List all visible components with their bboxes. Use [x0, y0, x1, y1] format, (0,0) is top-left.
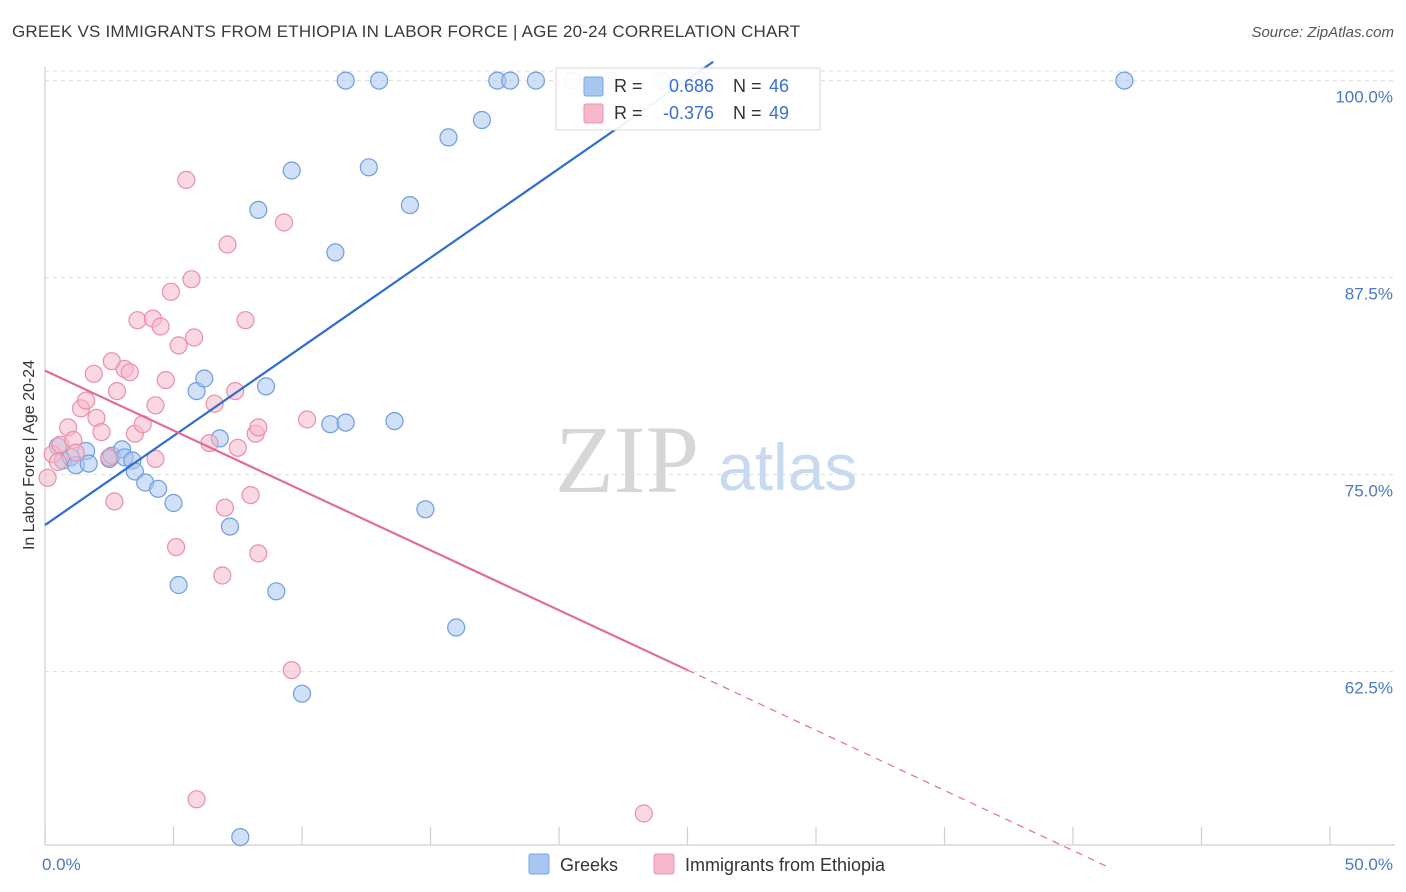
watermark: ZIP atlas — [555, 406, 857, 513]
ethiopia-point — [146, 396, 165, 415]
greeks-point — [231, 827, 250, 847]
ethiopia-point — [185, 328, 204, 347]
ethiopia-point — [92, 423, 111, 442]
ethiopia-point — [161, 282, 180, 301]
greeks-point — [267, 582, 286, 601]
ethiopia-point — [151, 317, 170, 336]
greeks-point — [249, 200, 268, 219]
watermark-atlas: atlas — [718, 430, 857, 504]
ethiopia-point — [182, 270, 201, 289]
ethiopia-point — [205, 394, 224, 413]
ethiopia-point — [215, 498, 234, 517]
greeks-trend-line — [44, 60, 714, 526]
ethiopia-point — [177, 170, 196, 189]
ethiopia-point — [48, 452, 68, 472]
trend-lines — [44, 60, 1112, 870]
legend-n-label-ethiopia: N = — [733, 103, 762, 123]
ethiopia-point — [274, 213, 294, 232]
greeks-point — [336, 413, 355, 432]
ethiopia-point — [218, 235, 237, 254]
ethiopia-point — [100, 448, 119, 467]
greeks-point — [526, 71, 546, 90]
bottom-legend: Greeks Immigrants from Ethiopia — [528, 853, 886, 875]
axes — [44, 67, 1395, 846]
ethiopia-trend-line — [44, 369, 688, 672]
legend-n-label-greeks: N = — [733, 76, 762, 96]
legend-r-label-greeks: R = — [614, 76, 643, 96]
bottom-legend-swatch-greeks — [528, 853, 550, 875]
greeks-point — [164, 493, 183, 513]
greeks-point — [256, 377, 276, 396]
legend-swatch-ethiopia — [583, 103, 604, 124]
greeks-point — [501, 71, 520, 90]
ethiopia-point — [128, 311, 147, 330]
x-tick-label-max: 50.0% — [1345, 855, 1393, 874]
ethiopia-point — [213, 566, 232, 585]
greeks-point — [439, 128, 458, 147]
ethiopia-point — [146, 449, 165, 468]
legend-n-value-ethiopia: 49 — [769, 103, 789, 123]
greeks-point — [472, 110, 491, 130]
ethiopia-point — [169, 336, 188, 355]
bottom-legend-swatch-ethiopia — [653, 853, 675, 875]
greeks-point — [336, 71, 355, 90]
greeks-point — [321, 415, 340, 434]
ethiopia-point — [228, 438, 247, 457]
gridlines — [45, 70, 1395, 673]
greeks-point — [359, 158, 378, 177]
ethiopia-point — [66, 443, 85, 462]
ethiopia-point — [84, 364, 103, 383]
ethiopia-point — [76, 391, 96, 410]
watermark-zip: ZIP — [555, 406, 699, 513]
greeks-point — [326, 243, 345, 262]
ethiopia-point — [236, 311, 255, 330]
ethiopia-point — [120, 363, 139, 382]
ethiopia-point — [167, 537, 186, 557]
greeks-point — [400, 196, 419, 215]
ethiopia-point — [282, 660, 301, 680]
y-tick-label: 100.0% — [1335, 88, 1393, 107]
greeks-point — [220, 517, 240, 536]
greeks-point — [370, 71, 389, 90]
greeks-point — [447, 618, 466, 637]
data-points — [38, 71, 1134, 847]
ethiopia-point — [634, 804, 653, 823]
ethiopia-point — [156, 371, 175, 390]
greeks-point — [149, 479, 168, 498]
bottom-legend-label-ethiopia: Immigrants from Ethiopia — [685, 855, 886, 875]
y-tick-label: 87.5% — [1345, 285, 1393, 304]
chart-title: GREEK VS IMMIGRANTS FROM ETHIOPIA IN LAB… — [12, 22, 801, 41]
legend-r-label-ethiopia: R = — [614, 103, 643, 123]
chart-source: Source: ZipAtlas.com — [1251, 24, 1394, 41]
ethiopia-point — [187, 790, 206, 809]
y-tick-label: 62.5% — [1345, 679, 1393, 698]
y-axis-title: In Labor Force | Age 20-24 — [21, 360, 38, 550]
greeks-point — [195, 369, 214, 388]
ethiopia-trend-extension — [687, 669, 1112, 870]
x-tick-label-min: 0.0% — [42, 855, 81, 874]
bottom-legend-label-greeks: Greeks — [560, 855, 618, 875]
legend-r-value-greeks: 0.686 — [669, 76, 714, 96]
ethiopia-point — [107, 382, 127, 401]
greeks-point — [385, 412, 404, 431]
legend-swatch-greeks — [583, 76, 604, 97]
axis-labels: 62.5% 75.0% 87.5% 100.0% 0.0% 50.0% In Labor F… — [21, 88, 1393, 874]
greeks-point — [292, 684, 312, 703]
greeks-point — [282, 161, 301, 180]
legend-r-value-ethiopia: -0.376 — [663, 103, 714, 123]
ethiopia-point — [298, 410, 317, 429]
greeks-point — [416, 500, 435, 519]
ethiopia-point — [38, 468, 57, 487]
greeks-point — [79, 454, 98, 473]
y-tick-label: 75.0% — [1345, 482, 1393, 501]
ethiopia-point — [249, 418, 268, 437]
ethiopia-point — [241, 486, 260, 505]
ethiopia-point — [105, 492, 124, 511]
greeks-point — [169, 575, 188, 595]
greeks-point — [1115, 71, 1134, 90]
ethiopia-point — [249, 544, 268, 563]
legend-box: R = 0.686 N = 46 R = -0.376 N = 49 — [555, 67, 821, 131]
legend-n-value-greeks: 46 — [769, 76, 789, 96]
